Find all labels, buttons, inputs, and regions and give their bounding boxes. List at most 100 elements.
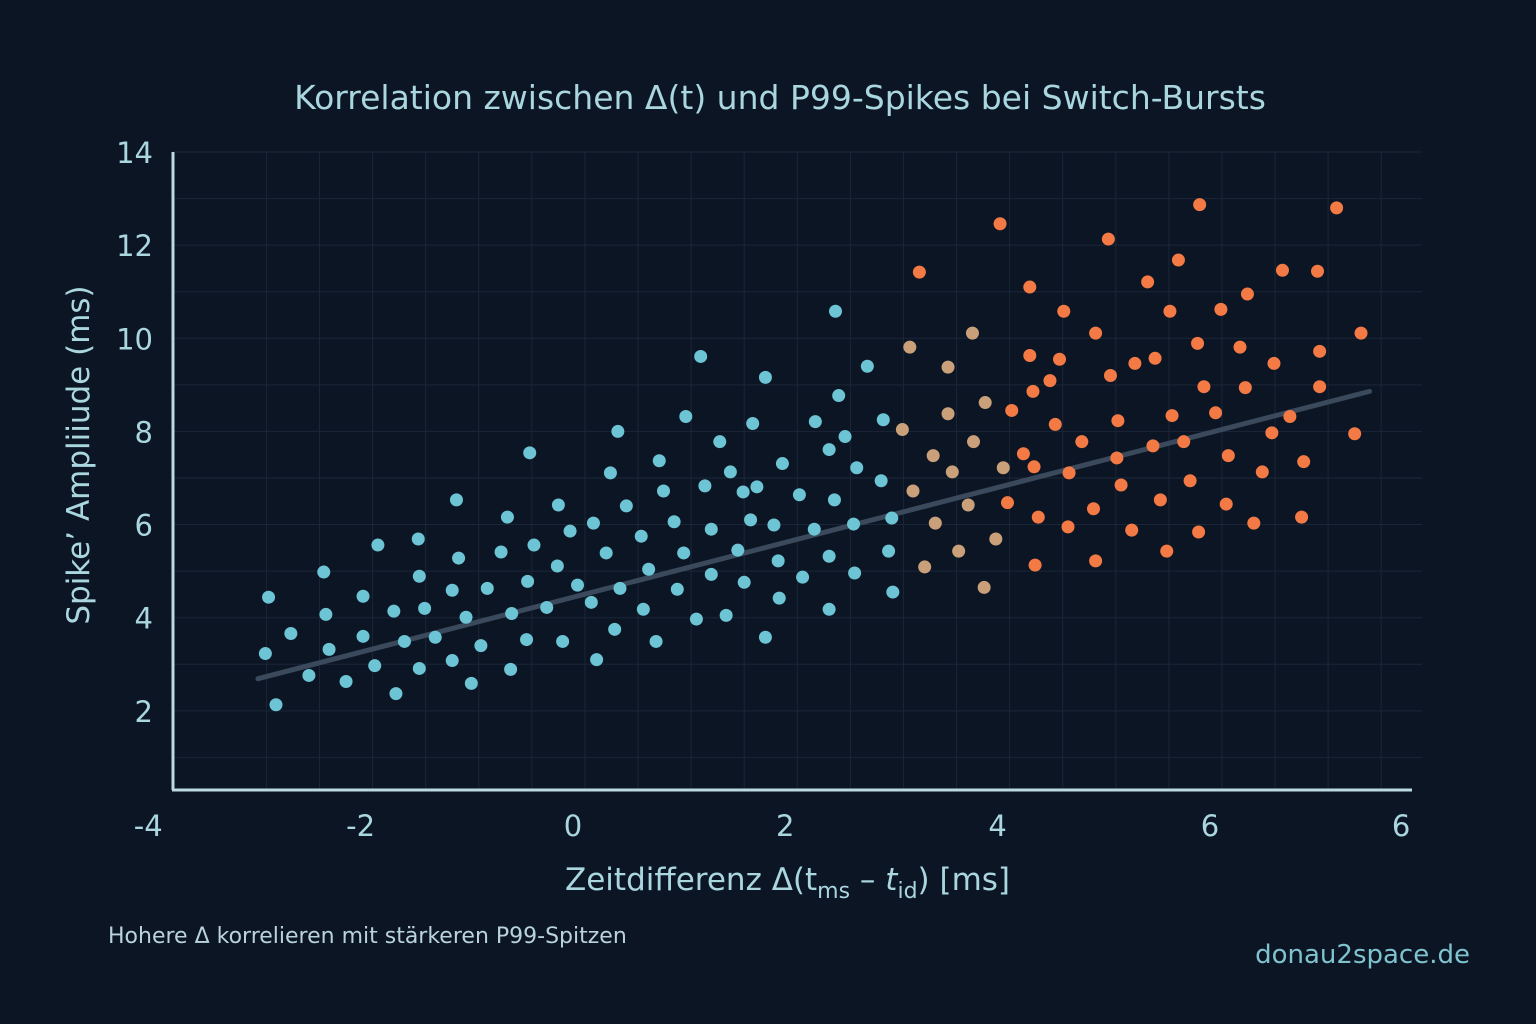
x-tick-label: -2 <box>346 809 375 843</box>
data-point-low <box>679 410 693 424</box>
data-point-low <box>319 607 333 621</box>
data-point-low <box>767 518 781 532</box>
data-point-high <box>1311 264 1325 278</box>
data-point-high <box>1125 523 1139 537</box>
data-point-high <box>1111 414 1125 428</box>
data-point-mid <box>989 532 1003 546</box>
footnote: Hohere Δ korrelieren mit stärkeren P99-S… <box>108 924 627 949</box>
data-point-high <box>1103 369 1117 383</box>
data-point-high <box>1214 302 1228 316</box>
data-point-low <box>775 457 789 471</box>
data-point-low <box>649 634 663 648</box>
data-point-mid <box>945 465 959 479</box>
tick-labels: -4 -2 0 2 4 6 6 2 4 6 8 10 12 14 <box>116 136 1410 843</box>
data-point-low <box>371 538 385 552</box>
data-point-low <box>412 661 426 675</box>
data-point-high <box>1283 410 1297 424</box>
data-point-mid <box>918 560 932 574</box>
data-point-high <box>1048 417 1062 431</box>
data-point-low <box>832 389 846 403</box>
x-tick-label: 6 <box>1201 809 1219 843</box>
x-tick-label: 6 <box>1392 809 1410 843</box>
data-point-low <box>860 359 874 373</box>
data-point-low <box>822 549 836 563</box>
data-point-low <box>449 493 463 507</box>
data-point-low <box>807 522 821 536</box>
data-point-mid <box>965 326 979 340</box>
data-point-high <box>1075 435 1089 449</box>
data-point-low <box>428 630 442 644</box>
data-point-high <box>1089 554 1103 568</box>
data-point-low <box>731 543 745 557</box>
data-point-high <box>1197 380 1211 394</box>
data-point-low <box>523 446 537 460</box>
data-point-low <box>322 642 336 656</box>
data-point-high <box>1165 409 1179 423</box>
data-point-low <box>758 370 772 384</box>
data-point-mid <box>928 516 942 530</box>
y-axis-label: Spike’ Ampliiude (ms) <box>61 285 97 624</box>
data-point-low <box>284 627 298 641</box>
data-point-high <box>1031 510 1045 524</box>
data-point-low <box>389 687 403 701</box>
data-point-low <box>551 498 565 512</box>
data-point-low <box>746 416 760 430</box>
data-point-high <box>1062 466 1076 480</box>
data-point-low <box>642 562 656 576</box>
data-point-low <box>704 567 718 581</box>
brand-link[interactable]: donau2space.de <box>1255 940 1470 970</box>
data-point-high <box>1247 516 1261 530</box>
data-point-high <box>1163 304 1177 318</box>
data-point-high <box>1101 232 1115 246</box>
data-point-high <box>1000 496 1014 510</box>
data-point-high <box>1313 344 1327 358</box>
data-point-low <box>445 654 459 668</box>
data-point-mid <box>952 544 966 558</box>
y-tick-label: 6 <box>135 509 153 543</box>
data-point-low <box>445 583 459 597</box>
data-point-low <box>397 634 411 648</box>
x-axis-label: Zeitdifferenz Δ(tms – tid) [ms] <box>565 862 1010 904</box>
data-point-high <box>1160 544 1174 558</box>
data-point-low <box>608 622 622 636</box>
data-point-low <box>590 653 604 667</box>
data-point-low <box>418 601 432 615</box>
data-point-high <box>1023 280 1037 294</box>
grid <box>173 151 1422 790</box>
data-point-mid <box>895 423 909 437</box>
data-point-low <box>505 607 519 621</box>
x-tick-label: -4 <box>134 809 163 843</box>
data-point-low <box>459 610 473 624</box>
data-point-low <box>269 698 283 712</box>
data-point-low <box>540 600 554 614</box>
data-point-mid <box>996 461 1010 475</box>
data-point-low <box>719 608 733 622</box>
data-point-high <box>1354 326 1368 340</box>
data-point-high <box>1114 478 1128 492</box>
data-point-high <box>1005 403 1019 417</box>
data-point-high <box>1153 493 1167 507</box>
data-point-low <box>874 474 888 488</box>
data-point-low <box>411 532 425 546</box>
data-point-mid <box>978 396 992 410</box>
data-point-low <box>556 634 570 648</box>
data-point-low <box>262 590 276 604</box>
data-point-mid <box>903 340 917 354</box>
data-point-low <box>613 581 627 595</box>
data-point-high <box>1240 287 1254 301</box>
data-point-low <box>652 454 666 468</box>
data-point-high <box>993 217 1007 231</box>
data-point-mid <box>906 484 920 498</box>
data-point-low <box>771 554 785 568</box>
x-tick-label: 0 <box>564 809 582 843</box>
data-point-low <box>772 591 786 605</box>
data-point-high <box>1183 474 1197 488</box>
y-tick-label: 8 <box>135 415 153 449</box>
data-point-high <box>1027 460 1041 474</box>
data-point-high <box>1238 381 1252 395</box>
data-point-mid <box>967 435 981 449</box>
data-point-low <box>619 499 633 513</box>
data-point-low <box>302 668 316 682</box>
data-point-low <box>474 639 488 653</box>
